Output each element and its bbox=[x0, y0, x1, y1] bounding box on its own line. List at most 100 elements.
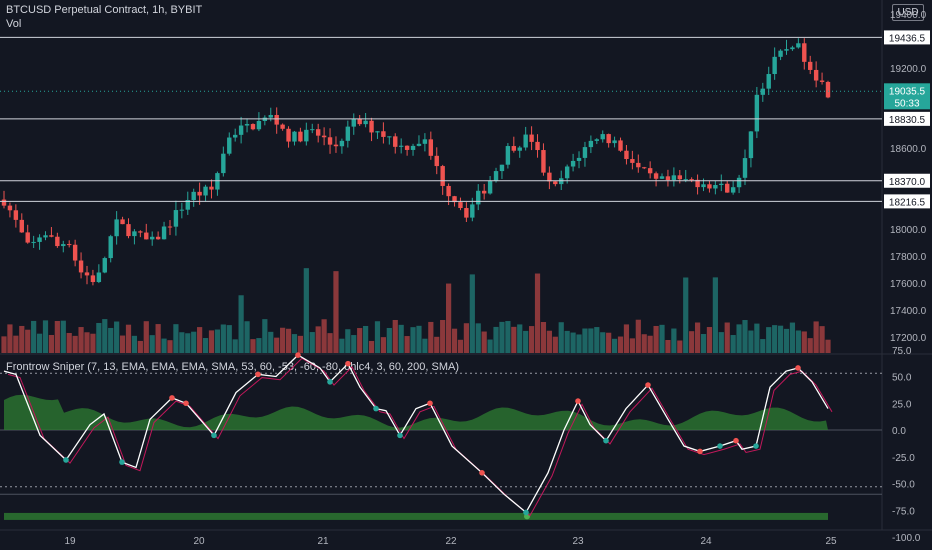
candle-body bbox=[725, 183, 730, 193]
volume-bar bbox=[760, 339, 766, 353]
osc-cross-dot bbox=[373, 405, 379, 412]
volume-bar bbox=[807, 338, 813, 353]
candle-body bbox=[333, 144, 339, 147]
candle-body bbox=[197, 191, 202, 196]
volume-bar bbox=[42, 320, 49, 353]
volume-bar bbox=[256, 338, 262, 353]
osc-cross-dot bbox=[295, 352, 301, 358]
volume-bar bbox=[202, 338, 209, 353]
candle-body bbox=[25, 232, 30, 243]
currency-button[interactable]: USD bbox=[892, 4, 924, 21]
candle-body bbox=[37, 237, 42, 242]
volume-bar bbox=[333, 271, 339, 353]
osc-cross-dot bbox=[575, 398, 581, 404]
candle-body bbox=[665, 176, 671, 181]
candle-body bbox=[7, 205, 13, 211]
volume-bar bbox=[291, 334, 298, 353]
volume-bar bbox=[114, 321, 120, 353]
price-tick-label: 17400.0 bbox=[890, 306, 927, 317]
osc-signal-line bbox=[7, 357, 833, 517]
volume-bar bbox=[404, 336, 410, 353]
volume-bar bbox=[653, 325, 659, 353]
volume-bar bbox=[416, 325, 422, 353]
volume-bar bbox=[90, 333, 96, 353]
volume-bar bbox=[813, 321, 819, 353]
level-label: 19436.5 bbox=[889, 33, 926, 44]
candle-body bbox=[191, 191, 196, 201]
candle-body bbox=[582, 147, 588, 158]
candle-body bbox=[689, 179, 694, 181]
volume-bar bbox=[635, 319, 641, 353]
osc-cross-dot bbox=[63, 457, 69, 463]
candle-body bbox=[636, 162, 641, 168]
volume-bar bbox=[262, 319, 268, 353]
volume-bar bbox=[143, 321, 149, 353]
volume-bar bbox=[368, 340, 375, 353]
volume-bar bbox=[380, 337, 386, 353]
volume-bar bbox=[795, 330, 801, 353]
volume-label[interactable]: Vol bbox=[6, 18, 22, 30]
candle-body bbox=[31, 241, 36, 243]
price-tick-label: 17600.0 bbox=[890, 279, 927, 290]
volume-bar bbox=[825, 339, 831, 353]
candle-body bbox=[144, 232, 149, 240]
volume-bar bbox=[534, 273, 541, 353]
time-axis-label: 25 bbox=[825, 536, 837, 547]
volume-bar bbox=[730, 335, 736, 353]
candle-body bbox=[517, 147, 522, 151]
osc-cross-dot bbox=[327, 379, 333, 385]
candle-body bbox=[13, 210, 19, 220]
price-tick-label: 18600.0 bbox=[890, 144, 927, 155]
candle-body bbox=[310, 129, 315, 131]
volume-bar bbox=[155, 324, 161, 353]
volume-bar bbox=[481, 331, 487, 353]
candle-body bbox=[813, 69, 819, 81]
candle-body bbox=[114, 219, 119, 237]
time-axis-label: 23 bbox=[572, 536, 584, 547]
osc-cross-dot bbox=[211, 432, 217, 439]
candles bbox=[1, 38, 831, 286]
volume-bar bbox=[321, 319, 327, 353]
candle-body bbox=[49, 235, 54, 237]
candle-body bbox=[375, 131, 380, 133]
volume-bar bbox=[422, 338, 428, 353]
candle-body bbox=[280, 124, 285, 129]
level-label: 18830.5 bbox=[889, 115, 926, 126]
time-axis-label: 22 bbox=[445, 536, 457, 547]
candle-body bbox=[321, 135, 327, 138]
candle-body bbox=[452, 196, 457, 203]
volume-bar bbox=[208, 330, 215, 353]
volume-bar bbox=[297, 335, 304, 353]
candle-body bbox=[612, 140, 617, 144]
candle-body bbox=[132, 231, 137, 237]
osc-tick-label: 25.0 bbox=[892, 399, 912, 410]
candle-body bbox=[55, 236, 60, 247]
volume-bar bbox=[173, 324, 179, 353]
candle-body bbox=[43, 235, 48, 238]
price-tick-label: 18000.0 bbox=[890, 225, 927, 236]
volume-bar bbox=[102, 319, 108, 353]
current-price-box bbox=[884, 83, 930, 110]
candle-body bbox=[1, 199, 7, 206]
volume-bar bbox=[309, 332, 315, 353]
candle-body bbox=[440, 166, 445, 186]
candle-body bbox=[203, 186, 208, 196]
volume-bar bbox=[161, 338, 167, 353]
symbol-title[interactable]: BTCUSD Perpetual Contract, 1h, BYBIT bbox=[6, 4, 203, 16]
osc-cross-dot bbox=[119, 459, 125, 465]
volume-bar bbox=[232, 339, 238, 353]
volume-bar bbox=[220, 324, 226, 353]
volume-bar bbox=[1, 336, 7, 353]
price-tick-label: 17200.0 bbox=[890, 333, 927, 344]
candle-body bbox=[304, 129, 309, 142]
volume-bar bbox=[167, 340, 173, 353]
time-axis-label: 21 bbox=[317, 536, 329, 547]
candle-body bbox=[138, 231, 143, 233]
volume-bar bbox=[19, 325, 25, 353]
volume-bar bbox=[214, 329, 221, 353]
level-label: 18370.0 bbox=[889, 177, 926, 188]
candle-body bbox=[209, 186, 214, 190]
volume-bar bbox=[244, 321, 250, 353]
candle-body bbox=[339, 140, 345, 147]
